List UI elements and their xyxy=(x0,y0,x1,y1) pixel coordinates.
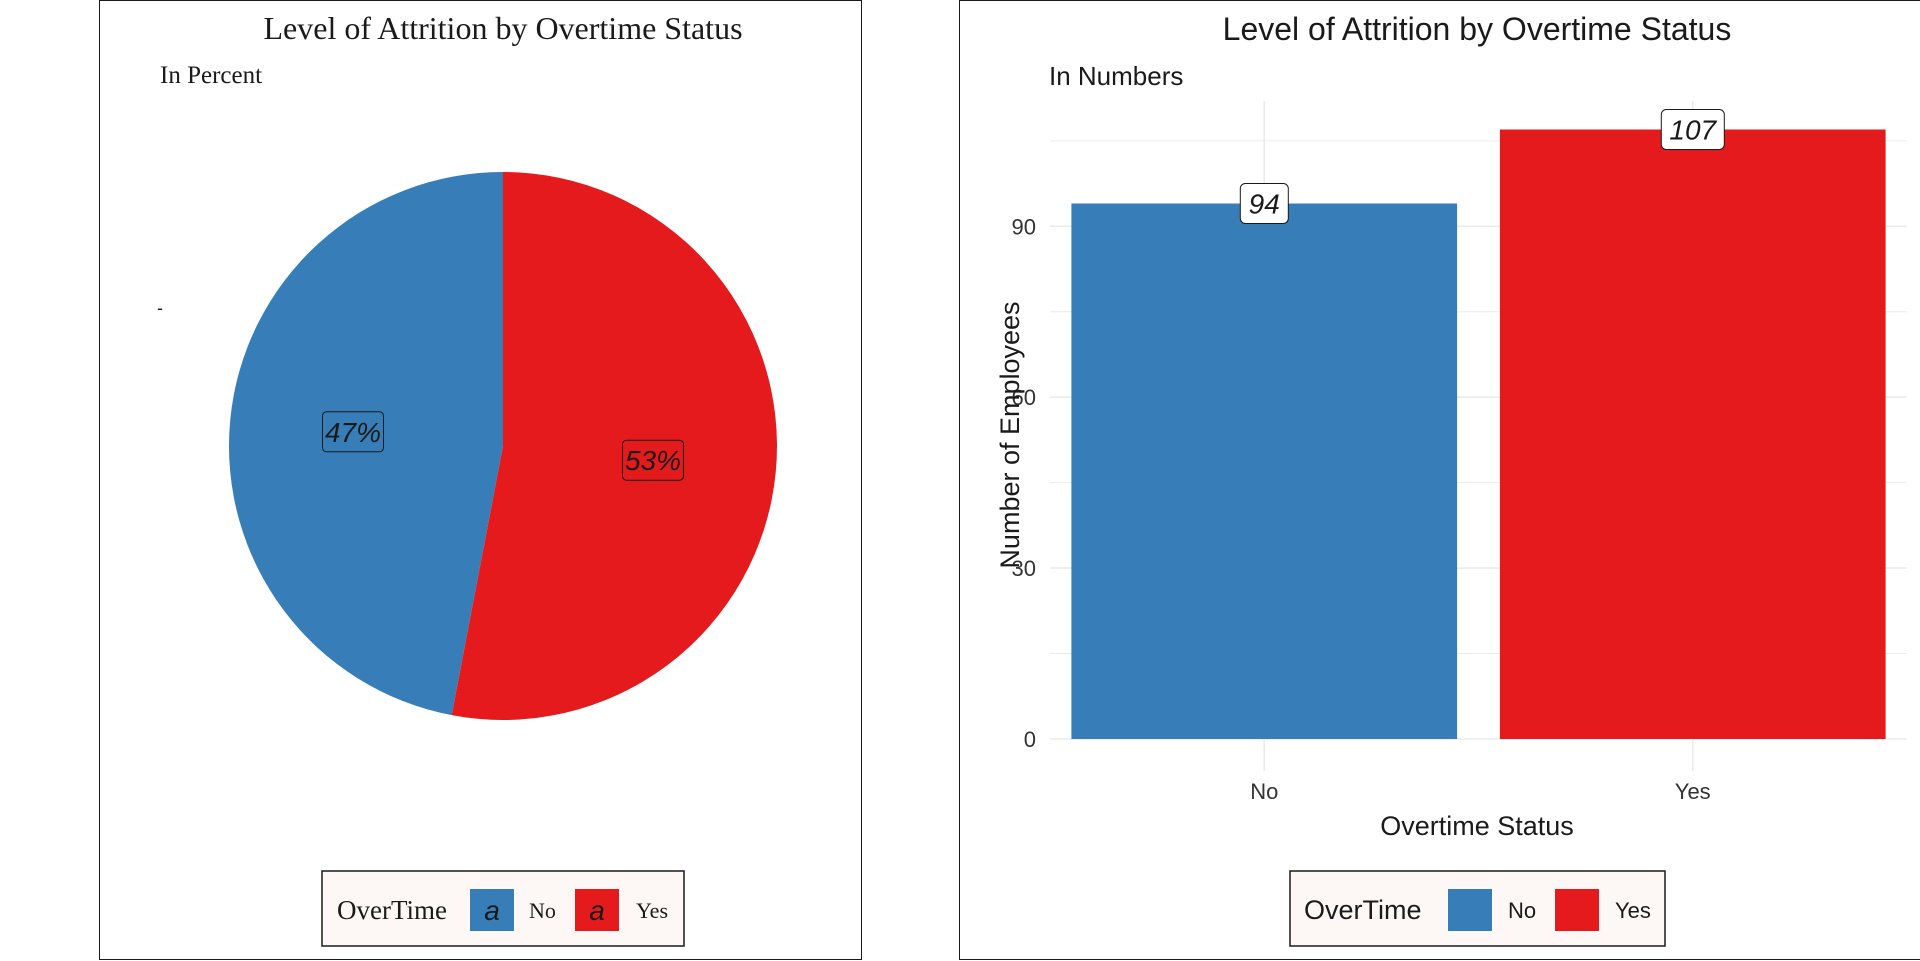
bar-value-labels: 94 107 xyxy=(1239,109,1725,224)
pie-label-text: 53% xyxy=(625,445,681,476)
pie-chart-panel: Level of Attrition by Overtime Status In… xyxy=(99,0,862,960)
bar-x-tick-labels: No Yes xyxy=(1250,779,1711,804)
pie-legend-label-no: No xyxy=(529,898,556,923)
pie-chart: Level of Attrition by Overtime Status In… xyxy=(157,10,777,947)
pie-legend-key-no xyxy=(470,889,514,931)
pie-legend-key-yes xyxy=(575,889,619,931)
bar-value-label-no: 94 xyxy=(1239,183,1289,224)
y-tick-label: 0 xyxy=(1024,727,1036,752)
x-tick-label: No xyxy=(1250,779,1278,804)
bar-chart: Level of Attrition by Overtime Status In… xyxy=(995,11,1907,947)
bar-legend-key-yes xyxy=(1555,889,1599,931)
pie-slice-yes xyxy=(451,172,777,721)
pie-label-yes: 53% xyxy=(622,439,684,481)
bar-chart-panel: Level of Attrition by Overtime Status In… xyxy=(959,0,1920,960)
x-tick-label: Yes xyxy=(1675,779,1711,804)
pie-subtitle: In Percent xyxy=(160,62,262,89)
y-tick-label: 60 xyxy=(1012,385,1036,410)
bar-y-axis-title: Number of Employees xyxy=(995,301,1025,568)
value-label-text: 107 xyxy=(1669,115,1717,146)
pie-label-box xyxy=(622,439,684,481)
pie-legend-label-yes: Yes xyxy=(636,898,668,923)
bar-legend: OverTime No Yes xyxy=(1289,870,1666,947)
pie-label-text: 47% xyxy=(325,417,381,448)
y-tick-label: 30 xyxy=(1012,556,1036,581)
bar-subtitle: In Numbers xyxy=(1049,61,1183,91)
value-label-box xyxy=(1660,109,1725,150)
bar-value-label-yes: 107 xyxy=(1660,109,1725,150)
bar-no xyxy=(1071,203,1458,739)
pie-slices xyxy=(228,171,777,721)
bar-legend-label-yes: Yes xyxy=(1615,898,1651,923)
y-tick-label: 90 xyxy=(1012,214,1036,239)
bar-legend-key-no xyxy=(1448,889,1492,931)
value-label-box xyxy=(1239,183,1289,224)
pie-label-box xyxy=(322,411,384,453)
bar-series xyxy=(1071,129,1886,739)
bar-title: Level of Attrition by Overtime Status xyxy=(1223,11,1732,47)
pie-label-no: 47% xyxy=(322,411,384,453)
bar-x-axis-title: Overtime Status xyxy=(1380,811,1574,841)
bar-legend-title: OverTime xyxy=(1304,895,1422,925)
pie-slice-labels: 47% 53% xyxy=(322,411,684,481)
pie-legend-glyph-yes: a xyxy=(589,895,605,926)
pie-legend-glyph-no: a xyxy=(484,895,500,926)
bar-yes xyxy=(1499,129,1886,739)
bar-legend-label-no: No xyxy=(1508,898,1536,923)
pie-legend-title: OverTime xyxy=(337,895,447,925)
value-label-text: 94 xyxy=(1249,189,1280,220)
pie-legend: OverTime a No a Yes xyxy=(321,870,685,947)
stray-tick-mark: - xyxy=(157,298,163,318)
pie-title: Level of Attrition by Overtime Status xyxy=(263,10,742,46)
bar-y-tick-labels: 0 30 60 90 xyxy=(1012,214,1036,752)
